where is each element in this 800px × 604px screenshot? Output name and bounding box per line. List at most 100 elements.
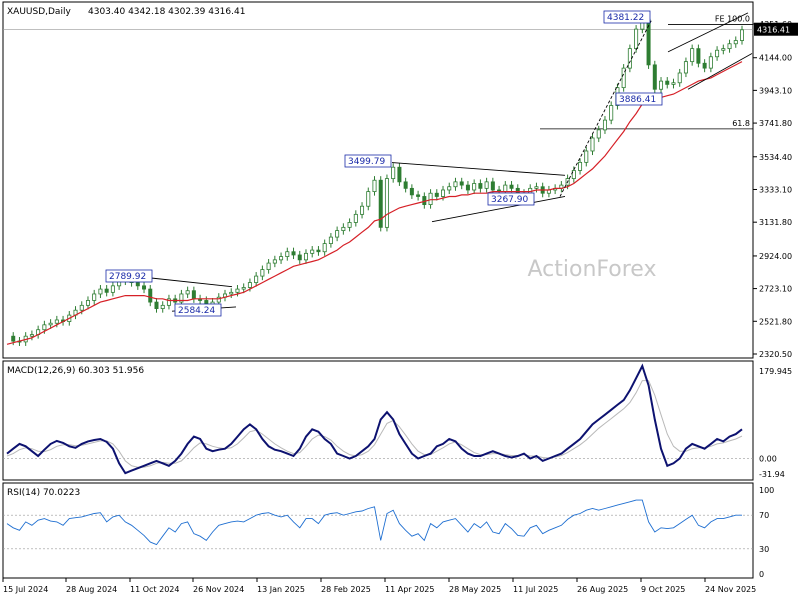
candle-body bbox=[135, 282, 140, 287]
price-annotation-label: 3886.41 bbox=[619, 95, 656, 105]
candle-body bbox=[484, 181, 489, 189]
candle-body bbox=[297, 254, 302, 261]
candle-body bbox=[142, 285, 147, 290]
candle-body bbox=[721, 48, 726, 51]
price-y-tick-label: 2521.80 bbox=[759, 317, 792, 326]
candle-body bbox=[310, 249, 315, 254]
candle-body bbox=[702, 62, 707, 69]
price-y-tick-label: 2320.50 bbox=[759, 350, 792, 359]
macd-signal-line bbox=[6, 380, 743, 468]
panel-frame bbox=[2, 1, 754, 359]
candle-body bbox=[503, 184, 508, 193]
candle-body bbox=[11, 335, 16, 342]
pattern-line bbox=[687, 53, 753, 90]
pattern-line bbox=[391, 162, 566, 176]
candle-body bbox=[85, 300, 90, 306]
pattern-line bbox=[149, 277, 233, 288]
candle-body bbox=[291, 251, 296, 256]
candle-body bbox=[42, 324, 47, 331]
rsi-y-tick-label: 30 bbox=[759, 545, 769, 554]
candle-body bbox=[677, 72, 682, 84]
candle-body bbox=[79, 304, 84, 311]
x-tick-label: 24 Nov 2025 bbox=[705, 585, 756, 594]
x-tick-label: 28 Feb 2025 bbox=[321, 585, 371, 594]
price-y-tick-label: 3943.10 bbox=[759, 86, 792, 95]
candle-body bbox=[384, 178, 389, 228]
candle-body bbox=[328, 236, 333, 244]
candle-body bbox=[665, 80, 670, 85]
candle-body bbox=[185, 290, 190, 295]
candle-body bbox=[235, 288, 240, 293]
panel-frame bbox=[2, 482, 754, 579]
candle-body bbox=[416, 194, 421, 197]
candle-body bbox=[465, 184, 470, 191]
candle-body bbox=[441, 189, 446, 197]
macd-y-tick-label: 0.00 bbox=[759, 454, 777, 463]
candle-body bbox=[708, 56, 713, 69]
x-tick-label: 26 Aug 2025 bbox=[577, 585, 628, 594]
price-annotation-box bbox=[603, 10, 651, 24]
candle-body bbox=[397, 166, 402, 183]
rsi-y-tick-label: 100 bbox=[759, 486, 774, 495]
pattern-line bbox=[431, 196, 566, 223]
price-y-tick-label: 4144.00 bbox=[759, 54, 792, 63]
symbol-label: XAUUSD,Daily bbox=[7, 7, 71, 17]
x-tick-label: 11 Apr 2025 bbox=[385, 585, 434, 594]
x-tick-label: 28 May 2025 bbox=[449, 585, 501, 594]
candle-body bbox=[409, 187, 414, 196]
candle-body bbox=[279, 256, 284, 261]
price-annotation-label: 4381.22 bbox=[607, 13, 644, 23]
candle-body bbox=[634, 28, 639, 50]
candle-body bbox=[29, 334, 34, 337]
rsi-y-tick-label: 70 bbox=[759, 511, 769, 520]
candle-body bbox=[447, 186, 452, 191]
candle-body bbox=[696, 48, 701, 64]
candle-body bbox=[584, 150, 589, 163]
candle-body bbox=[98, 288, 103, 295]
x-tick-label: 11 Jul 2025 bbox=[513, 585, 558, 594]
macd-y-tick-label: -31.94 bbox=[759, 470, 785, 479]
candle-body bbox=[254, 275, 259, 283]
candle-body bbox=[366, 191, 371, 207]
price-annotation-box bbox=[105, 269, 153, 283]
candle-body bbox=[110, 285, 115, 293]
candle-body bbox=[459, 181, 464, 186]
level-label: FE 100.0 bbox=[715, 15, 750, 24]
candle-body bbox=[216, 296, 221, 303]
candle-body bbox=[578, 161, 583, 171]
macd-line bbox=[6, 363, 743, 475]
x-tick-label: 13 Jan 2025 bbox=[257, 585, 305, 594]
price-y-tick-label: 3131.80 bbox=[759, 218, 792, 227]
candle-body bbox=[621, 67, 626, 89]
price-annotation-box bbox=[615, 92, 663, 106]
last-price-tag bbox=[754, 22, 798, 36]
candle-body bbox=[104, 288, 109, 293]
candle-body bbox=[154, 301, 159, 309]
price-annotation-box bbox=[344, 154, 392, 168]
candle-body bbox=[347, 222, 352, 228]
price-annotation-label: 2789.92 bbox=[109, 272, 146, 282]
candle-body bbox=[671, 82, 676, 85]
rsi-line bbox=[6, 499, 742, 546]
price-annotation-label: 3267.90 bbox=[491, 195, 528, 205]
candle-body bbox=[191, 290, 196, 300]
panel-frame bbox=[2, 360, 754, 481]
candle-body bbox=[509, 184, 514, 189]
candle-body bbox=[260, 269, 265, 277]
price-annotation-label: 3499.79 bbox=[348, 157, 385, 167]
price-y-tick-label: 3333.10 bbox=[759, 185, 792, 194]
candle-body bbox=[490, 181, 495, 191]
candle-body bbox=[715, 49, 720, 58]
candle-body bbox=[609, 105, 614, 121]
candle-body bbox=[360, 205, 365, 215]
candle-body bbox=[428, 192, 433, 206]
candle-body bbox=[285, 251, 290, 257]
candle-body bbox=[353, 213, 358, 223]
candle-body bbox=[602, 119, 607, 131]
candle-body bbox=[335, 230, 340, 238]
candle-body bbox=[241, 287, 246, 290]
price-annotation-box bbox=[487, 192, 535, 206]
candle-body bbox=[372, 179, 377, 193]
candle-body bbox=[92, 293, 97, 301]
